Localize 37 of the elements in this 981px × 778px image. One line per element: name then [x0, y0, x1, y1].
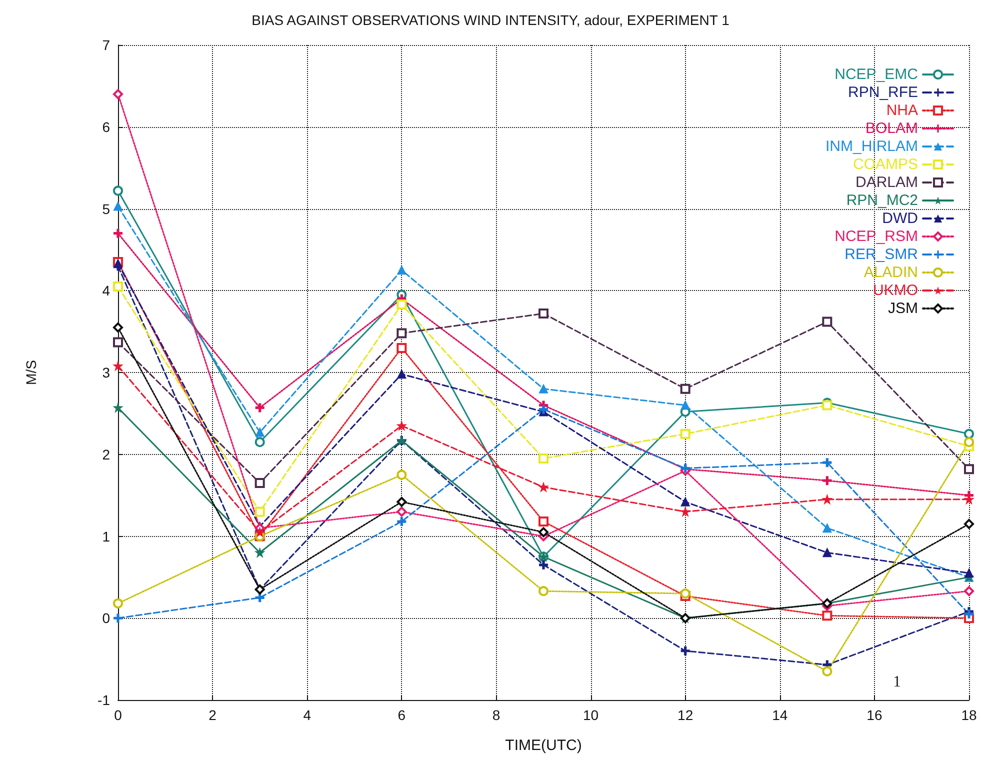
y-axis-title: M/S [23, 360, 39, 385]
x-axis-title: TIME(UTC) [505, 737, 582, 754]
x-tick-label: 0 [114, 707, 122, 723]
y-tick-label: 4 [102, 282, 110, 299]
y-tick-label: 2 [102, 446, 110, 462]
legend-label: RPN_RFE [848, 84, 918, 101]
x-tick-label: 10 [582, 707, 599, 723]
y-tick-label: 6 [102, 118, 110, 135]
x-tick-label: 6 [398, 707, 406, 723]
legend-label: RPN_MC2 [846, 192, 918, 209]
legend-label: NHA [886, 102, 918, 119]
legend-label: DWD [882, 210, 918, 227]
legend-label: ALADIN [864, 264, 918, 281]
y-tick-label: 7 [102, 37, 110, 53]
legend-label: BOLAM [865, 120, 918, 137]
legend-label: COAMPS [852, 156, 918, 173]
legend-label: DARLAM [855, 174, 918, 191]
x-tick-label: 2 [208, 707, 217, 723]
legend-label: INM_HIRLAM [825, 138, 918, 155]
y-tick-label: 5 [102, 200, 110, 217]
legend-label: NCEP_RSM [834, 228, 918, 245]
chart-title: BIAS AGAINST OBSERVATIONS WIND INTENSITY, adour, EXPERIMENT 1 [252, 12, 730, 28]
y-tick-label: 3 [102, 364, 110, 380]
x-tick-label: 18 [961, 707, 977, 723]
y-tick-label: 0 [102, 610, 110, 626]
x-tick-label: 14 [772, 707, 788, 723]
x-tick-label: 12 [678, 707, 694, 723]
legend-label: NCEP_EMC [834, 66, 918, 83]
annotation: 1 [893, 674, 901, 690]
legend-label: RER_SMR [844, 246, 918, 263]
x-tick-label: 16 [866, 707, 882, 723]
y-tick-label: 1 [102, 528, 110, 544]
x-tick-label: 4 [303, 707, 312, 723]
y-tick-label: -1 [98, 692, 110, 708]
legend-label: UKMO [873, 282, 918, 299]
x-tick-label: 8 [492, 707, 500, 723]
legend-label: JSM [888, 300, 918, 317]
